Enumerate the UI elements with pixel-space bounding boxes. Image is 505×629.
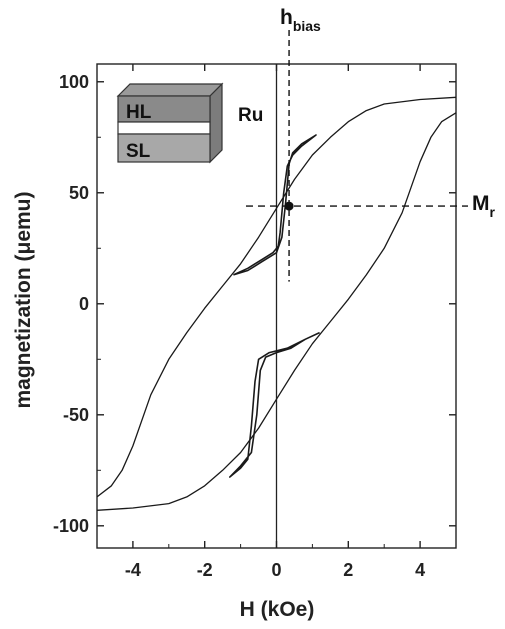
inset-hl-label: HL — [126, 102, 152, 123]
x-tick-label: 0 — [271, 560, 281, 580]
series-line-upper-minor-loop — [233, 134, 317, 276]
x-tick-label: -2 — [197, 560, 213, 580]
x-tick-label: 2 — [343, 560, 353, 580]
y-tick-label: 100 — [59, 72, 89, 92]
hbias-label: hbias — [280, 6, 321, 34]
inset-top-face — [116, 83, 224, 97]
inset-side-face — [209, 82, 223, 164]
inset-ru-layer — [117, 121, 211, 135]
inset-hl-layer — [117, 95, 211, 123]
y-tick-label: 0 — [79, 294, 89, 314]
layer-stack-inset: HL SL Ru — [116, 82, 263, 164]
series-line-major-loop-descending — [96, 96, 457, 498]
series-line-lower-minor-loop — [229, 331, 320, 478]
inset-sl-label: SL — [126, 141, 151, 162]
y-tick-label: 50 — [69, 183, 89, 203]
inset-sl-layer — [117, 133, 211, 163]
y-axis-title: magnetization (μemu) — [12, 191, 35, 408]
x-tick-label: 4 — [415, 560, 425, 580]
y-tick-label: -100 — [53, 516, 89, 536]
x-axis-title: H (kOe) — [240, 598, 315, 621]
inset-ru-label: Ru — [238, 105, 263, 126]
plot-area: -100 -50 0 50 100 -4 -2 0 2 4 — [53, 63, 457, 580]
y-tick-label: -50 — [63, 405, 89, 425]
mr-label: Mr — [472, 192, 496, 220]
mr-point — [284, 201, 294, 211]
x-tick-label: -4 — [125, 560, 141, 580]
series-line-major-loop-ascending — [96, 112, 457, 511]
